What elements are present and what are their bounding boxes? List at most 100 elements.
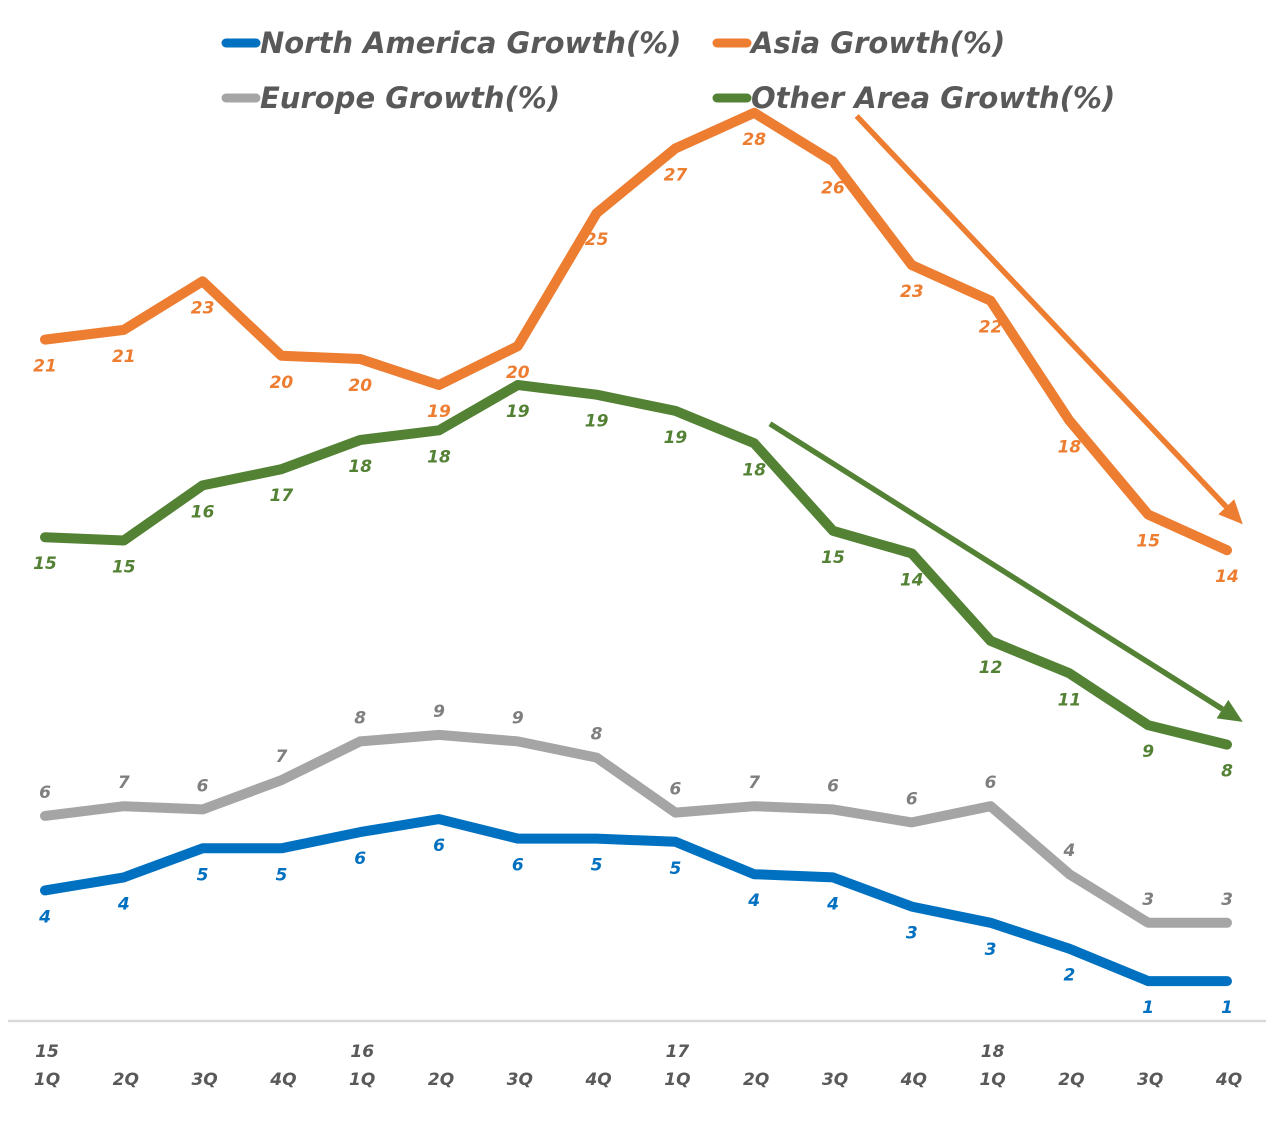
- data-label-asia-growth: 20: [506, 363, 530, 383]
- data-label-north-america-growth: 5: [275, 865, 287, 885]
- trend-arrow-asia-growth: [854, 114, 1243, 525]
- data-label-europe-growth: 8: [354, 708, 366, 728]
- x-tick-label: 3Q: [822, 1070, 848, 1090]
- data-label-asia-growth: 25: [585, 230, 609, 250]
- data-label-other-area-growth: 9: [1142, 742, 1154, 762]
- series-layer: [40, 107, 1232, 987]
- data-label-europe-growth: 9: [433, 702, 445, 722]
- data-label-europe-growth: 6: [197, 776, 209, 796]
- data-label-north-america-growth: 1: [1221, 998, 1233, 1018]
- data-label-asia-growth: 22: [979, 318, 1003, 338]
- x-tick-label: 4Q: [584, 1070, 611, 1090]
- trend-arrow-asia-growth-shaft: [854, 114, 1229, 509]
- trend-arrow-other-area-growth-head: [1216, 699, 1243, 722]
- data-label-other-area-growth: 19: [664, 428, 688, 448]
- x-tick-label: 2Q: [743, 1070, 769, 1090]
- data-label-north-america-growth: 6: [354, 849, 366, 869]
- data-label-asia-growth: 14: [1215, 567, 1239, 587]
- x-tick-label: 3Q: [1137, 1070, 1163, 1090]
- x-year-label: 18: [981, 1042, 1005, 1062]
- legend-label-north-america: North America Growth(%): [260, 26, 681, 60]
- data-label-europe-growth: 6: [906, 789, 918, 809]
- x-tick-label: 3Q: [507, 1070, 533, 1090]
- x-tick-label: 1Q: [34, 1070, 60, 1090]
- x-year-label: 16: [350, 1042, 374, 1062]
- data-label-north-america-growth: 2: [1063, 966, 1075, 986]
- legend-item-asia: Asia Growth(%): [712, 26, 1005, 60]
- x-tick-label: 3Q: [191, 1070, 217, 1090]
- data-label-north-america-growth: 3: [906, 924, 918, 944]
- x-tick-label: 1Q: [979, 1070, 1005, 1090]
- series-line-europe-growth: [40, 729, 1232, 928]
- legend-item-north-america: North America Growth(%): [221, 26, 681, 60]
- x-tick-label: 4Q: [900, 1070, 927, 1090]
- data-label-asia-growth: 20: [348, 376, 372, 396]
- data-label-asia-growth: 21: [33, 357, 57, 377]
- data-label-north-america-growth: 4: [747, 891, 760, 911]
- series-line-asia-growth: [40, 107, 1232, 556]
- data-label-other-area-growth: 15: [112, 557, 136, 577]
- data-label-asia-growth: 26: [821, 178, 845, 198]
- data-label-asia-growth: 28: [742, 130, 766, 150]
- trend-arrow-other-area-growth-shaft: [768, 421, 1224, 712]
- data-label-north-america-growth: 6: [512, 856, 524, 876]
- data-label-europe-growth: 8: [591, 725, 603, 745]
- data-label-europe-growth: 6: [985, 773, 997, 793]
- data-label-asia-growth: 18: [1058, 438, 1082, 458]
- annotations: [768, 114, 1243, 722]
- data-label-other-area-growth: 19: [585, 412, 609, 432]
- data-label-europe-growth: 7: [748, 773, 760, 793]
- data-label-asia-growth: 21: [112, 347, 136, 367]
- x-tick-label: 1Q: [664, 1070, 690, 1090]
- data-label-north-america-growth: 4: [117, 894, 130, 914]
- data-label-asia-growth: 23: [191, 298, 215, 318]
- data-label-europe-growth: 4: [1062, 841, 1075, 861]
- data-label-europe-growth: 3: [1221, 890, 1233, 910]
- data-label-other-area-growth: 18: [427, 447, 451, 467]
- data-label-europe-growth: 6: [827, 776, 839, 796]
- data-label-north-america-growth: 6: [433, 836, 445, 856]
- legend-label-europe: Europe Growth(%): [260, 81, 560, 115]
- legend-item-europe: Europe Growth(%): [221, 81, 560, 115]
- data-label-other-area-growth: 19: [506, 402, 530, 422]
- x-tick-label: 4Q: [1215, 1070, 1242, 1090]
- data-label-other-area-growth: 16: [191, 502, 215, 522]
- legend: North America Growth(%) Asia Growth(%) E…: [221, 26, 1115, 115]
- trend-arrow-other-area-growth: [768, 421, 1243, 722]
- series-line-other-area-growth: [40, 380, 1232, 750]
- x-year-label: 17: [666, 1042, 690, 1062]
- data-label-other-area-growth: 11: [1058, 690, 1082, 710]
- legend-item-other-area: Other Area Growth(%): [712, 81, 1115, 115]
- data-label-other-area-growth: 8: [1221, 762, 1233, 782]
- data-label-north-america-growth: 5: [197, 865, 209, 885]
- series-line-north-america-growth: [40, 814, 1232, 987]
- x-tick-label: 2Q: [428, 1070, 454, 1090]
- data-label-asia-growth: 23: [900, 282, 924, 302]
- data-label-asia-growth: 15: [1136, 532, 1160, 552]
- x-tick-label: 2Q: [1058, 1070, 1084, 1090]
- data-label-other-area-growth: 18: [348, 457, 372, 477]
- data-label-asia-growth: 20: [270, 373, 294, 393]
- data-label-other-area-growth: 14: [900, 570, 924, 590]
- data-label-europe-growth: 7: [118, 773, 130, 793]
- data-label-asia-growth: 27: [664, 165, 688, 185]
- data-label-other-area-growth: 18: [742, 460, 766, 480]
- data-label-europe-growth: 9: [512, 708, 524, 728]
- trend-arrow-asia-growth-head: [1218, 499, 1243, 525]
- data-label-north-america-growth: 4: [826, 894, 839, 914]
- data-label-europe-growth: 7: [275, 747, 287, 767]
- legend-label-other-area: Other Area Growth(%): [751, 81, 1115, 115]
- data-label-europe-growth: 6: [669, 780, 681, 800]
- data-label-other-area-growth: 15: [33, 554, 57, 574]
- data-label-north-america-growth: 1: [1142, 998, 1154, 1018]
- data-label-north-america-growth: 5: [669, 859, 681, 879]
- x-tick-label: 2Q: [113, 1070, 139, 1090]
- data-label-north-america-growth: 4: [38, 907, 51, 927]
- data-label-other-area-growth: 12: [979, 658, 1003, 678]
- data-label-europe-growth: 3: [1142, 890, 1154, 910]
- data-label-other-area-growth: 15: [821, 548, 845, 568]
- data-label-north-america-growth: 5: [591, 856, 603, 876]
- x-tick-label: 1Q: [349, 1070, 375, 1090]
